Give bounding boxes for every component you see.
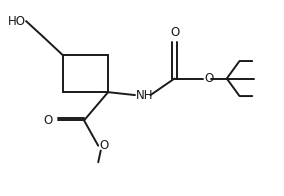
Text: O: O xyxy=(170,26,179,39)
Text: HO: HO xyxy=(8,15,26,28)
Text: O: O xyxy=(204,72,213,85)
Text: NH: NH xyxy=(136,89,154,102)
Text: O: O xyxy=(100,139,109,152)
Text: O: O xyxy=(44,114,53,127)
